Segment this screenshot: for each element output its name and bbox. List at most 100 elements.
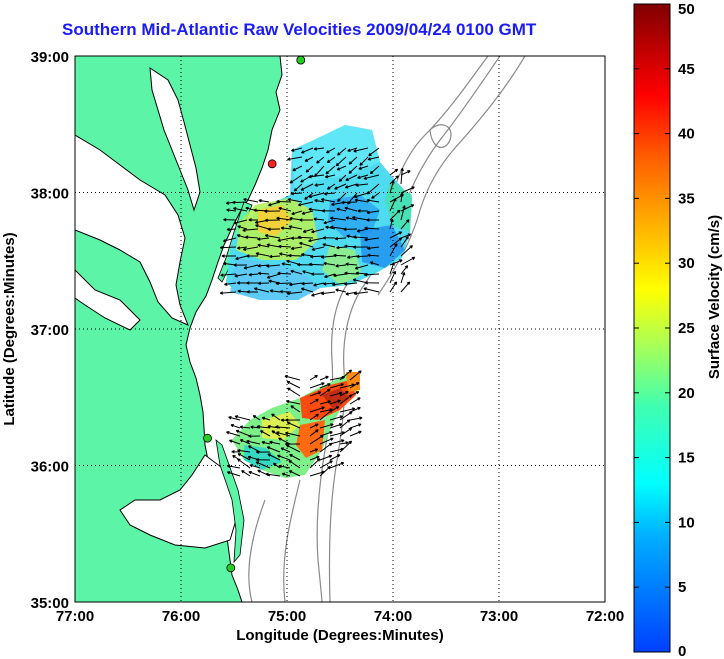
velocity-vector [339,369,353,381]
colorbar-tick-label: 0 [678,643,686,659]
velocity-vector [297,201,314,207]
velocity-vector [316,156,325,164]
velocity-vector [290,405,301,413]
x-tick-label: 75:00 [268,608,306,625]
velocity-vector [300,174,314,183]
velocity-vector [311,291,325,297]
velocity-vector [354,198,369,203]
velocity-vector [266,446,281,453]
grid-lines [75,56,605,602]
velocity-vector [349,370,362,381]
velocity-vector [311,228,325,234]
velocity-vector [364,281,380,285]
velocity-vector [313,147,325,151]
colorbar-tick-label: 5 [678,579,686,596]
velocity-vector [287,198,303,203]
velocity-vector [339,394,353,405]
velocity-vector [368,147,380,157]
radar-site-marker [267,159,277,169]
velocity-vector [259,430,271,437]
velocity-vector [311,272,325,276]
velocity-vector [337,147,347,156]
velocity-vector [235,255,248,261]
velocity-vector [333,253,347,258]
velocity-vector [311,246,325,251]
velocity-vector [319,383,331,389]
velocity-vector [264,209,281,213]
velocity-vector [248,434,261,438]
velocity-vector [330,216,347,221]
velocity-vector [266,264,281,268]
x-axis-label: Longitude (Degrees:Minutes) [236,627,444,644]
x-tick-label: 76:00 [162,608,200,625]
velocity-vector [349,382,360,389]
velocity-vector [329,399,341,405]
velocity-vector [275,281,292,286]
velocity-vector [369,261,380,266]
velocity-vector [357,174,369,179]
velocity-vector [256,425,271,429]
velocity-vector [267,227,281,231]
velocity-vector [319,375,329,381]
velocity-vector [314,183,325,187]
velocity-vector [288,225,303,230]
velocity-vector [389,168,399,176]
velocity-vector [364,226,380,230]
velocity-vector [319,437,334,445]
velocity-vector [359,156,369,166]
y-tick-label: 38:00 [31,186,69,203]
velocity-vector [301,147,314,154]
velocity-vector [339,411,353,421]
velocity-vector [344,282,358,286]
velocity-vector [309,429,319,437]
velocity-vector [237,289,248,294]
velocity-vector [336,165,347,171]
y-tick-label: 39:00 [31,49,69,66]
velocity-vector [293,183,303,192]
map-title: Southern Mid-Atlantic Raw Velocities 200… [62,20,537,39]
velocity-vector [223,217,237,222]
velocity-vector [248,272,259,277]
velocity-vector [313,282,325,287]
velocity-vector [319,423,334,429]
velocity-vector [363,287,380,293]
velocity-vector [347,255,358,259]
colorbar [633,3,671,653]
velocity-vector [357,209,369,213]
velocity-vector [319,465,331,477]
velocity-vector [400,170,411,176]
velocity-vector [400,281,411,293]
velocity-vector [364,272,380,277]
velocity-vector [329,461,345,469]
velocity-vector [336,207,347,212]
velocity-vector [347,147,358,152]
velocity-vector [281,472,291,477]
velocity-vector [239,439,251,445]
velocity-vector [308,237,325,243]
velocity-vector [252,415,261,421]
velocity-vector [324,174,336,179]
velocity-vector [237,448,251,453]
velocity-vector [348,156,358,165]
velocity-vector [400,256,416,266]
velocity-vector [219,245,237,250]
plot-frame [74,55,606,603]
x-tick-label: 77:00 [56,608,94,625]
velocity-vector [339,441,349,445]
velocity-vector [290,269,303,275]
velocity-vector [366,218,379,222]
velocity-vector [389,237,403,248]
velocity-vector [309,448,319,453]
velocity-vector [323,192,336,196]
colorbar-tick-label: 45 [678,61,695,78]
velocity-vector [326,183,336,190]
velocity-vector [276,431,291,437]
velocity-vector [289,282,303,287]
velocity-vector [309,391,322,397]
velocity-vector [239,425,251,429]
velocity-vector [242,246,259,251]
velocity-vector [299,218,313,222]
velocity-vector [363,174,380,180]
velocity-vector [343,227,358,232]
